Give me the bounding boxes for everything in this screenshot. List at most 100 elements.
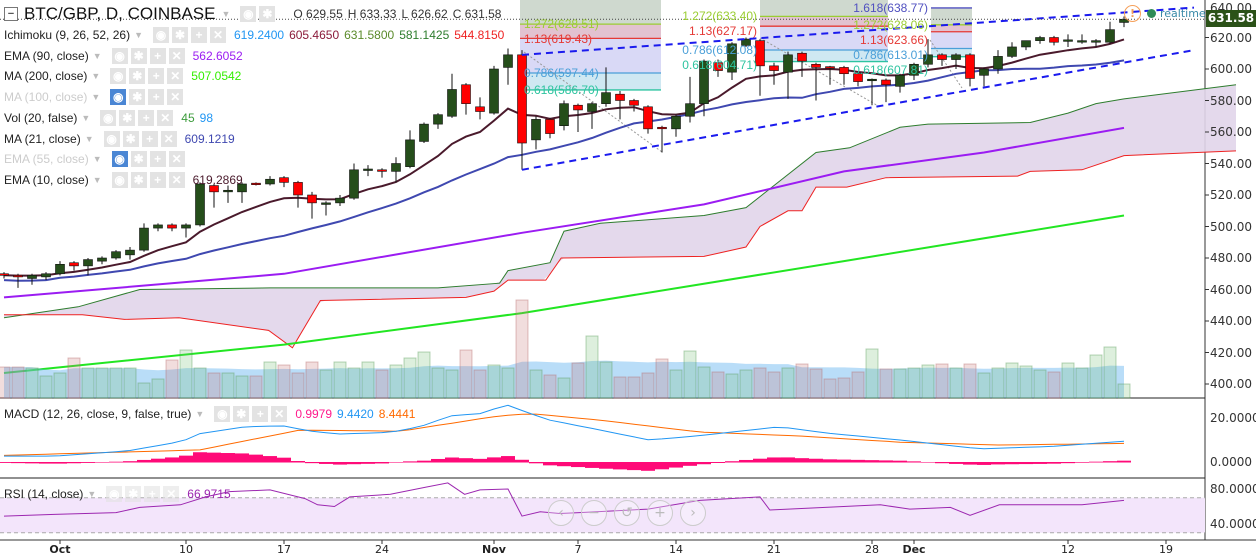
plus-icon[interactable]: +	[191, 27, 207, 43]
close-icon[interactable]: ✕	[271, 406, 288, 422]
indicator-name[interactable]: EMA (10, close)	[4, 172, 89, 187]
collapse-icon[interactable]: −	[4, 7, 18, 21]
candle-up	[55, 263, 65, 275]
gear-icon[interactable]: ✱	[233, 406, 250, 422]
volume-bar	[39, 375, 53, 399]
chevron-down-icon[interactable]: ▼	[134, 30, 143, 40]
scroll-left-button[interactable]: ‹	[548, 500, 574, 526]
plus-icon[interactable]: +	[149, 171, 166, 188]
candle-down	[769, 65, 779, 71]
chevron-down-icon[interactable]: ▼	[91, 92, 101, 103]
zoom-in-button[interactable]: +	[647, 500, 673, 526]
gear-icon[interactable]: ✱	[119, 109, 136, 126]
chevron-down-icon[interactable]: ▼	[87, 489, 97, 499]
candle-up	[83, 259, 93, 267]
chevron-down-icon[interactable]: ▼	[92, 154, 102, 165]
volume-bar	[655, 358, 669, 399]
macd-histogram-bar	[487, 457, 501, 463]
fib-trend-line	[929, 39, 963, 89]
eye-icon[interactable]: ◉	[100, 109, 117, 126]
chevron-down-icon[interactable]: ▼	[91, 71, 101, 82]
candle-down	[797, 52, 807, 62]
chevron-down-icon[interactable]: ▼	[84, 133, 94, 144]
indicator-name[interactable]: MA (21, close)	[4, 131, 81, 146]
volume-bar	[711, 371, 725, 399]
gear-icon[interactable]: ✱	[129, 68, 146, 85]
candle-up	[951, 54, 961, 60]
indicator-name[interactable]: Vol (20, false)	[4, 110, 78, 125]
date-axis-label: 24	[375, 543, 389, 556]
close-icon[interactable]: ✕	[157, 109, 174, 126]
plus-icon[interactable]: +	[141, 130, 158, 147]
macd-histogram-bar	[389, 462, 403, 463]
volume-bar	[109, 367, 123, 399]
macd-name[interactable]: MACD (12, 26, close, 9, false, true)	[4, 407, 192, 421]
fib-zone	[931, 48, 972, 57]
close-icon[interactable]: ✕	[167, 89, 184, 106]
eye-icon[interactable]: ◉	[153, 27, 169, 43]
chevron-down-icon[interactable]: ▼	[195, 409, 205, 419]
fib-level-label: 1.272(628.51)	[524, 17, 599, 32]
macd-histogram-bar	[599, 462, 613, 469]
eye-icon[interactable]: ◉	[110, 89, 127, 106]
plus-icon[interactable]: +	[138, 109, 155, 126]
macd-histogram-bar	[851, 459, 865, 463]
eye-icon[interactable]: ◉	[103, 130, 120, 147]
macd-histogram-bar	[613, 462, 627, 470]
plus-icon[interactable]: +	[148, 68, 165, 85]
candle-down	[0, 273, 9, 276]
symbol-title[interactable]: BTC/GBP, D, COINBASE	[24, 4, 216, 23]
macd-histogram-bar	[655, 462, 669, 470]
scroll-right-button[interactable]: ›	[680, 500, 706, 526]
close-icon[interactable]: ✕	[210, 27, 226, 43]
gear-icon[interactable]: ✱	[130, 151, 147, 168]
plus-icon[interactable]: +	[148, 89, 165, 106]
chevron-down-icon[interactable]: ▼	[92, 50, 102, 61]
plus-icon[interactable]: +	[149, 151, 166, 168]
gear-icon[interactable]: ✱	[259, 6, 276, 22]
gear-icon[interactable]: ✱	[130, 47, 147, 64]
close-icon[interactable]: ✕	[160, 130, 177, 147]
gear-icon[interactable]: ✱	[130, 171, 147, 188]
indicator-value: 507.0542	[191, 69, 242, 84]
date-axis-label: 7	[574, 543, 582, 556]
eye-icon[interactable]: ◉	[111, 47, 128, 64]
plus-icon[interactable]: +	[149, 47, 166, 64]
gear-icon[interactable]: ✱	[129, 89, 146, 106]
gear-icon[interactable]: ✱	[125, 486, 142, 502]
warning-icon[interactable]: !	[1124, 5, 1141, 22]
gear-icon[interactable]: ✱	[122, 130, 139, 147]
indicator-name[interactable]: Ichimoku (9, 26, 52, 26)	[4, 28, 131, 42]
chevron-down-icon[interactable]: ▼	[221, 9, 231, 19]
chevron-down-icon[interactable]: ▼	[92, 174, 102, 185]
indicator-name[interactable]: MA (200, close)	[4, 69, 88, 84]
eye-icon[interactable]: ◉	[214, 406, 231, 422]
macd-histogram-bar	[11, 462, 25, 464]
volume-bar	[137, 382, 151, 399]
zoom-out-button[interactable]: −	[581, 500, 607, 526]
eye-icon[interactable]: ◉	[111, 151, 128, 168]
eye-icon[interactable]: ◉	[110, 68, 127, 85]
close-icon[interactable]: ✕	[163, 486, 180, 502]
close-icon[interactable]: ✕	[168, 47, 185, 64]
reset-chart-button[interactable]: ↺	[614, 500, 640, 526]
eye-icon[interactable]: ◉	[240, 6, 257, 22]
gear-icon[interactable]: ✱	[172, 27, 188, 43]
eye-icon[interactable]: ◉	[106, 486, 123, 502]
close-icon[interactable]: ✕	[168, 151, 185, 168]
macd-line	[4, 404, 1125, 457]
chevron-down-icon[interactable]: ▼	[81, 112, 91, 123]
indicator-name[interactable]: EMA (90, close)	[4, 48, 89, 63]
macd-histogram-bar	[501, 456, 515, 463]
plus-icon[interactable]: +	[252, 406, 269, 422]
close-icon[interactable]: ✕	[167, 68, 184, 85]
plus-icon[interactable]: +	[144, 486, 161, 502]
indicator-name[interactable]: EMA (55, close)	[4, 152, 89, 167]
eye-icon[interactable]: ◉	[111, 171, 128, 188]
indicator-name[interactable]: MA (100, close)	[4, 90, 88, 105]
close-icon[interactable]: ✕	[168, 171, 185, 188]
volume-bar	[165, 359, 179, 399]
rsi-name[interactable]: RSI (14, close)	[4, 487, 84, 501]
indicator-legend: Ichimoku (9, 26, 52, 26) ▼ ◉ ✱ + ✕ 619.2400 605…	[4, 26, 509, 44]
